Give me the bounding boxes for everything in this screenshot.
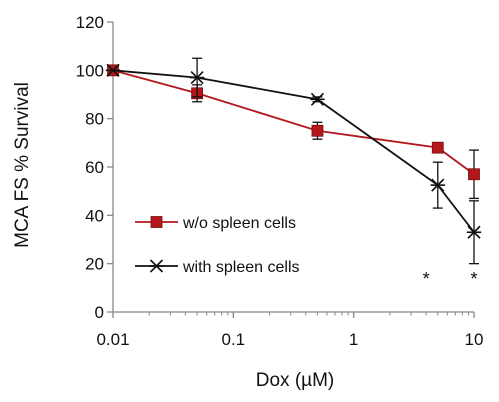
significance-marker: * [470, 269, 477, 289]
legend-item-0: w/o spleen cells [135, 215, 296, 232]
y-tick-label: 120 [76, 13, 104, 32]
data-point [466, 225, 482, 239]
data-point [189, 71, 205, 85]
data-point [468, 168, 480, 181]
series-line [112, 69, 475, 233]
x-tick-label: 10 [465, 330, 484, 349]
series-layer [105, 57, 482, 265]
legend-item-1: with spleen cells [135, 259, 300, 276]
legend-marker [150, 216, 163, 228]
series-1 [105, 57, 482, 265]
legend: w/o spleen cells with spleen cells [135, 215, 300, 276]
series-0 [107, 64, 480, 200]
x-tick-label: 0.1 [222, 330, 246, 349]
y-tick-label: 20 [85, 255, 104, 274]
y-tick-label: 100 [76, 61, 104, 80]
x-tick-label: 1 [349, 330, 358, 349]
series-line [112, 69, 475, 175]
y-tick-label: 40 [85, 206, 104, 225]
data-point [310, 92, 325, 106]
x-tick-label: 0.01 [96, 330, 129, 349]
y-tick-label: 80 [85, 110, 104, 129]
y-tick-label: 60 [85, 158, 104, 177]
y-axis-title: MCA FS % Survival [12, 82, 33, 248]
ticks: 0 20 40 60 80 100 120 0.01 0.1 1 10 [76, 13, 484, 349]
legend-label: w/o spleen cells [182, 215, 296, 232]
y-tick-label: 0 [95, 303, 104, 322]
legend-label: with spleen cells [182, 259, 300, 276]
data-point [105, 63, 121, 77]
legend-marker [149, 259, 164, 273]
significance-marker: * [423, 269, 430, 289]
data-point [311, 124, 324, 137]
data-point [431, 141, 444, 154]
x-axis-title: Dox (µM) [256, 370, 335, 391]
data-point [430, 178, 445, 192]
annotations: * * [423, 269, 478, 289]
